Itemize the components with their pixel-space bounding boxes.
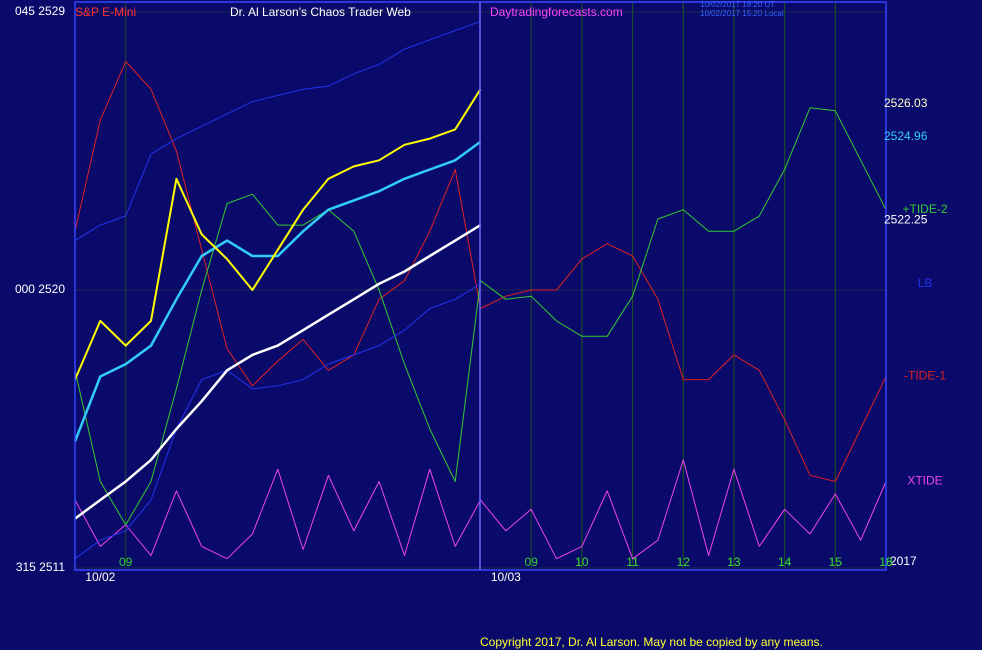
x-tick-label: 09	[525, 555, 539, 569]
x-tick-label: 11	[626, 555, 639, 569]
price-label: 2526.03	[884, 96, 928, 110]
legend-label: -TIDE-1	[904, 369, 946, 383]
x-tick-label: 13	[727, 555, 741, 569]
x-tick-label: 12	[677, 555, 691, 569]
series-line	[74, 20, 481, 242]
x-tick-label: 10	[575, 555, 589, 569]
x-tick-label: 12	[677, 555, 691, 569]
legend-label: XTIDE	[907, 474, 942, 488]
price-label: 2524.96	[884, 129, 928, 143]
x-tick-label: 15	[829, 555, 843, 569]
x-tick-label: 09	[119, 555, 133, 569]
x-tick-label: 14	[778, 555, 792, 569]
series-line	[74, 283, 481, 560]
copyright: Copyright 2017, Dr. Al Larson. May not b…	[480, 635, 823, 649]
x-tick-label: 10	[575, 555, 589, 569]
y-tick-label: 045 2529	[15, 4, 65, 18]
x-tick-label: 11	[626, 555, 639, 569]
series-line	[74, 88, 482, 380]
x-tick-label: 16	[879, 555, 893, 569]
x-tick-label: 15	[829, 555, 843, 569]
subtitle: S&P E-Mini	[75, 5, 136, 19]
chart-title: Dr. Al Larson's Chaos Trader Web	[230, 5, 411, 19]
x-tick-label: 13	[879, 555, 893, 569]
price-label: 2522.25	[884, 213, 928, 227]
y-tick-label: 000 2520	[15, 282, 65, 296]
legend-label: LB	[918, 276, 933, 290]
date-label: 10/02	[85, 570, 115, 584]
x-tick-label: 14	[778, 555, 792, 569]
site-name: Daytradingforecasts.com	[490, 5, 623, 19]
series-line	[74, 224, 482, 520]
year-label: 2017	[890, 554, 917, 568]
date-label: 10/03	[491, 570, 521, 584]
x-tick-label: 13	[727, 555, 741, 569]
legend-label: +TIDE-2	[902, 202, 947, 216]
timestamp: 10/02/2017 18:20 UT	[700, 0, 775, 9]
timestamp: 10/02/2017 15:20 Local	[700, 9, 784, 18]
series-line	[73, 140, 482, 442]
y-tick-label: 315 2511	[16, 560, 65, 574]
